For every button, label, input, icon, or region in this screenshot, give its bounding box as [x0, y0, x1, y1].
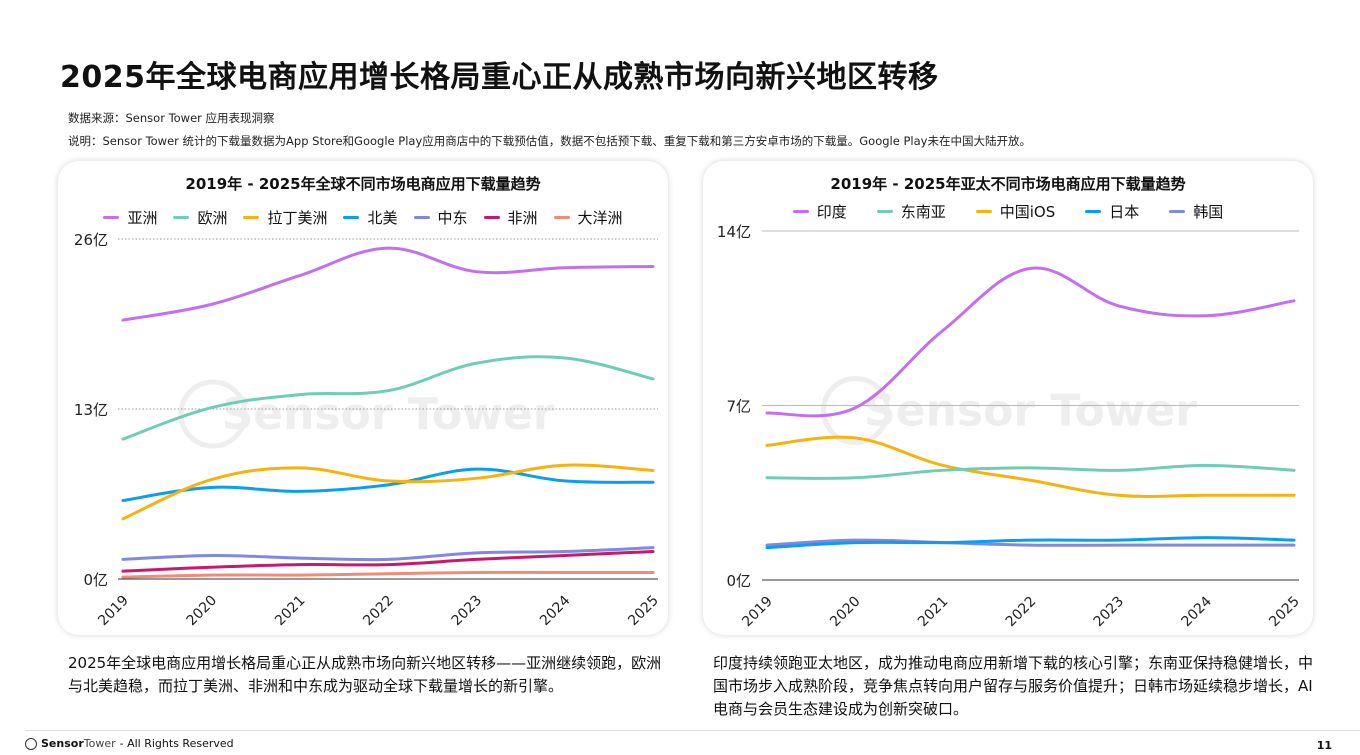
y-tick-label: 0亿	[726, 572, 751, 590]
legend-item: 日本	[1085, 201, 1139, 222]
brand-bold: Sensor	[41, 737, 84, 750]
legend-label: 北美	[367, 209, 398, 227]
legend-item: 北美	[343, 207, 398, 228]
legend-swatch	[413, 216, 430, 219]
data-source: 数据来源：Sensor Tower 应用表现洞察	[68, 111, 275, 125]
series-line-亚洲	[121, 246, 655, 322]
legend-label: 欧洲	[197, 209, 228, 227]
y-tick-label: 14亿	[717, 223, 751, 241]
legend-item: 东南亚	[876, 201, 946, 222]
x-tick-label: 2022	[360, 593, 397, 630]
legend-label: 拉丁美洲	[267, 209, 328, 227]
chart-title: 2019年 - 2025年亚太不同市场电商应用下载量趋势	[830, 175, 1186, 193]
brand-light: Tower	[83, 737, 116, 750]
sensor-tower-logo-icon	[25, 737, 37, 750]
legend-item: 中国iOS	[975, 201, 1056, 222]
page-number: 11	[1316, 739, 1332, 752]
chart-legend: 亚洲 欧洲 拉丁美洲 北美 中东 非洲 大洋洲	[58, 207, 668, 228]
footer-divider	[25, 730, 1360, 731]
x-tick-label: 2019	[95, 593, 132, 630]
legend-swatch	[876, 210, 893, 213]
legend-item: 中东	[413, 207, 468, 228]
x-tick-label: 2020	[184, 593, 221, 630]
legend-item: 印度	[792, 201, 847, 222]
legend-label: 亚洲	[127, 209, 158, 227]
x-tick-label: 2023	[1091, 594, 1128, 631]
x-tick-label: 2022	[1003, 594, 1040, 631]
series-line-非洲	[121, 550, 655, 573]
page-title: 2025年全球电商应用增长格局重心正从成熟市场向新兴地区转移	[60, 60, 939, 95]
rights-text: - All Rights Reserved	[119, 737, 234, 750]
y-tick-label: 26亿	[74, 231, 108, 249]
chart-legend: 印度 东南亚 中国iOS 日本 韩国	[703, 201, 1313, 222]
legend-label: 印度	[816, 203, 847, 221]
y-tick-label: 13亿	[74, 401, 108, 419]
global-chart-card: 2019年 - 2025年全球不同市场电商应用下载量趋势 亚洲 欧洲 拉丁美洲 北美 中…	[57, 160, 669, 636]
x-tick-label: 2019	[739, 594, 776, 631]
x-tick-label: 2021	[915, 594, 952, 631]
legend-item: 欧洲	[173, 207, 227, 228]
legend-label: 东南亚	[900, 203, 946, 221]
legend-swatch	[975, 210, 992, 213]
legend-label: 中东	[437, 209, 468, 227]
watermark-logo-icon	[178, 379, 248, 449]
series-line-北美	[121, 467, 655, 503]
legend-swatch	[243, 216, 260, 219]
legend-item: 韩国	[1169, 201, 1223, 222]
watermark: Sensor Tower	[864, 386, 1197, 437]
x-tick-label: 2020	[827, 594, 864, 631]
legend-label: 中国iOS	[999, 203, 1056, 221]
legend-item: 非洲	[483, 207, 538, 228]
series-line-中东	[121, 546, 655, 562]
y-tick-label: 0亿	[83, 571, 108, 589]
legend-swatch	[173, 216, 190, 219]
legend-swatch	[343, 216, 360, 219]
chart-title: 2019年 - 2025年全球不同市场电商应用下载量趋势	[185, 175, 541, 193]
watermark-logo-icon	[821, 376, 890, 445]
legend-swatch	[553, 216, 570, 219]
legend-swatch	[1169, 210, 1186, 213]
legend-swatch	[792, 210, 809, 213]
x-tick-label: 2023	[449, 593, 486, 630]
data-note: 说明：Sensor Tower 统计的下载量数据为App Store和Googl…	[68, 134, 1031, 148]
legend-item: 亚洲	[103, 207, 157, 228]
legend-label: 日本	[1109, 203, 1140, 221]
apac-description: 印度持续领跑亚太地区，成为推动电商应用新增下载的核心引擎；东南亚保持稳健增长，中…	[713, 654, 1314, 718]
legend-label: 非洲	[507, 209, 538, 227]
legend-swatch	[103, 216, 120, 219]
series-line-中国iOS	[765, 435, 1296, 498]
legend-label: 大洋洲	[577, 209, 623, 227]
legend-swatch	[1085, 210, 1102, 213]
series-line-欧洲	[121, 355, 655, 441]
x-tick-label: 2024	[1178, 593, 1215, 630]
legend-label: 韩国	[1193, 203, 1224, 221]
x-tick-label: 2021	[272, 593, 309, 630]
series-line-东南亚	[765, 463, 1296, 480]
series-line-韩国	[765, 538, 1296, 547]
series-line-日本	[765, 536, 1296, 550]
series-line-印度	[765, 266, 1296, 418]
legend-swatch	[483, 216, 500, 219]
chart-plot: Sensor Tower 0亿 7亿 14亿 2019 2020 2021 2022 2023 2…	[717, 223, 1303, 631]
legend-item: 拉丁美洲	[243, 207, 327, 228]
x-tick-label: 2025	[1266, 594, 1303, 631]
series-line-拉丁美洲	[121, 463, 655, 521]
apac-chart-card: 2019年 - 2025年亚太不同市场电商应用下载量趋势 印度 东南亚 中国iOS 日…	[702, 160, 1314, 636]
series-line-大洋洲	[121, 570, 655, 579]
footer: SensorTower - All Rights Reserved	[25, 737, 234, 750]
y-tick-label: 7亿	[726, 398, 751, 416]
x-tick-label: 2025	[625, 593, 662, 630]
x-tick-label: 2024	[537, 592, 574, 629]
global-description: 2025年全球电商应用增长格局重心正从成熟市场向新兴地区转移——亚洲继续领跑，欧…	[68, 654, 662, 695]
legend-item: 大洋洲	[553, 207, 623, 228]
